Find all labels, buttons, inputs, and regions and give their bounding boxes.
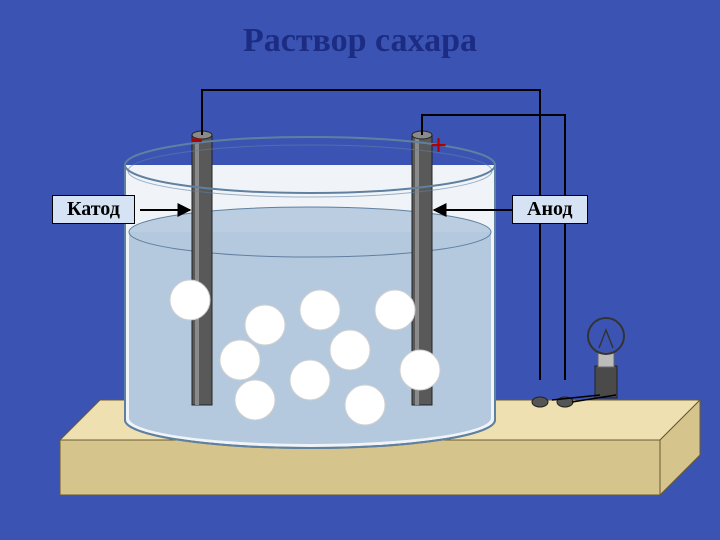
sugar-molecule [235, 380, 275, 420]
sugar-molecule [330, 330, 370, 370]
sugar-molecule [170, 280, 210, 320]
solution-liquid [129, 232, 491, 444]
minus-sign: - [190, 114, 203, 159]
water-surface [129, 207, 491, 257]
sugar-molecule [220, 340, 260, 380]
sugar-molecule [400, 350, 440, 390]
plus-sign: + [430, 129, 447, 162]
lightbulb-icon [588, 318, 624, 354]
sugar-molecule [345, 385, 385, 425]
sugar-molecule [375, 290, 415, 330]
diagram-title: Раствор сахара [0, 22, 720, 60]
electrolysis-diagram: -+ [0, 0, 720, 540]
anode-label: Анод [512, 195, 588, 224]
bulb-holder [595, 366, 617, 398]
sugar-molecule [290, 360, 330, 400]
cathode-label: Катод [52, 195, 135, 224]
sugar-molecule [245, 305, 285, 345]
platform-front [60, 440, 660, 495]
sugar-molecule [300, 290, 340, 330]
wire-terminal [532, 397, 548, 407]
